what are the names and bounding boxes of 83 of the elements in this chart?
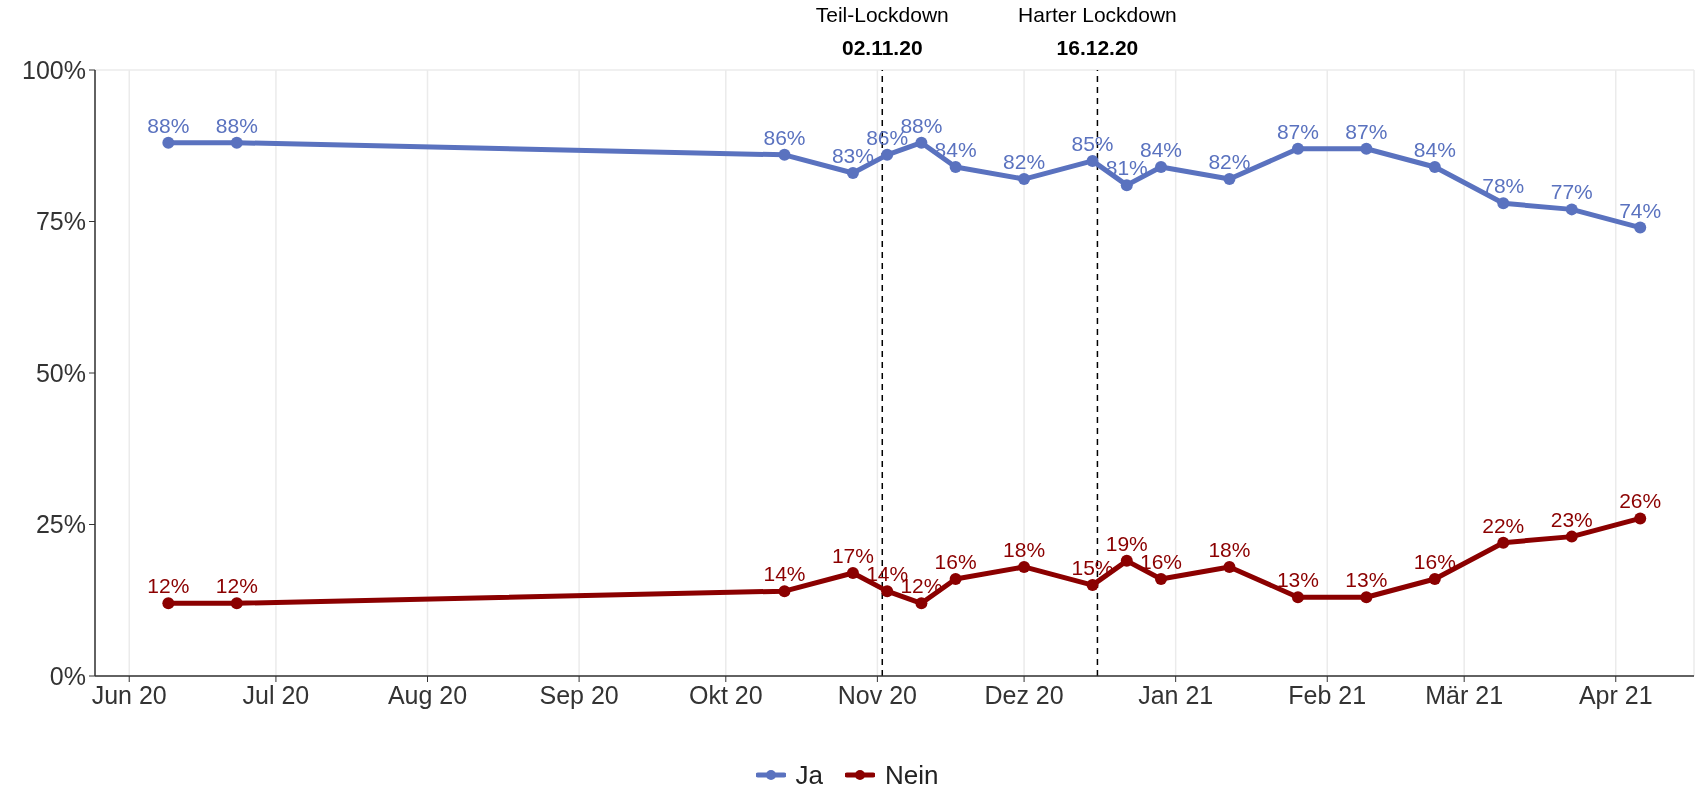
point [846,167,859,180]
data-label: 85% [1071,131,1114,155]
legend-label: Nein [884,759,939,791]
data-label: 13% [1345,568,1388,592]
x-tick-label: Apr 21 [1578,680,1653,709]
data-label: 84% [1139,137,1183,161]
data-label: 87% [1345,119,1388,143]
point [1223,560,1236,573]
y-tick-label: 50% [35,358,86,387]
point [1291,591,1304,604]
data-label: 13% [1276,568,1319,592]
data-label: 87% [1276,119,1319,143]
point [1360,591,1373,604]
data-label: 78% [1482,174,1525,198]
data-label: 17% [831,543,874,567]
data-label: 77% [1550,180,1593,204]
point [1155,160,1167,173]
legend-label: Ja [795,759,823,791]
x-tick-label: Jan 21 [1138,680,1214,709]
point [949,573,962,586]
y-tick-label: 100% [22,55,86,84]
y-tick-label: 0% [49,661,86,690]
point [915,597,928,610]
x-tick-label: Okt 20 [688,680,763,709]
x-tick-label: Jul 20 [242,680,310,709]
data-label: 22% [1482,513,1525,537]
ref-line-label: Teil-Lockdown 02.11.20 [815,3,949,59]
x-tick-label: Aug 20 [387,680,468,709]
point [1223,173,1236,186]
y-tick-label: 25% [35,510,86,539]
point [1497,536,1510,549]
data-label: 84% [1413,137,1456,161]
point [1428,573,1441,586]
data-label: 88% [215,113,258,137]
data-label: 18% [1208,537,1251,561]
point [1565,203,1578,216]
x-tick-label: Dez 20 [984,680,1064,709]
data-label: 74% [1619,198,1662,222]
point [1291,142,1304,155]
point [1086,154,1099,167]
point [1018,173,1031,186]
point [1497,197,1510,210]
point [778,148,791,161]
point [162,597,175,610]
point [881,148,894,161]
x-tick-label: Nov 20 [837,680,917,709]
point [1360,142,1373,155]
point [778,585,791,598]
y-tick-label: 75% [35,207,86,236]
data-label: 12% [147,574,190,598]
point [1120,554,1133,567]
point [915,136,928,149]
x-tick-label: Mär 21 [1425,680,1504,709]
data-label: 18% [1003,537,1046,561]
data-label: 88% [147,113,190,137]
point [1634,221,1647,234]
point [1120,179,1133,192]
point [230,597,243,610]
x-tick-label: Jun 20 [91,680,167,709]
data-label: 26% [1619,489,1662,513]
data-label: 23% [1550,507,1593,531]
data-label: 82% [1003,150,1046,174]
point [1086,579,1099,592]
point [1018,560,1031,573]
data-label: 12% [215,574,258,598]
data-label: 16% [1413,550,1456,574]
data-label: 16% [934,550,977,574]
point [846,566,859,579]
point [1428,160,1441,173]
point [949,160,962,173]
data-label: 83% [831,144,874,168]
point [881,585,894,598]
x-tick-label: Sep 20 [539,680,619,709]
data-label: 86% [763,125,806,149]
point [230,136,243,149]
data-label: 82% [1208,150,1251,174]
point [1565,530,1578,543]
point [1634,512,1647,525]
point [1155,573,1167,586]
ref-line-label: Harter Lockdown 16.12.20 [1018,3,1177,59]
x-tick-label: Feb 21 [1288,680,1367,709]
point [162,136,175,149]
data-label: 14% [763,562,806,586]
